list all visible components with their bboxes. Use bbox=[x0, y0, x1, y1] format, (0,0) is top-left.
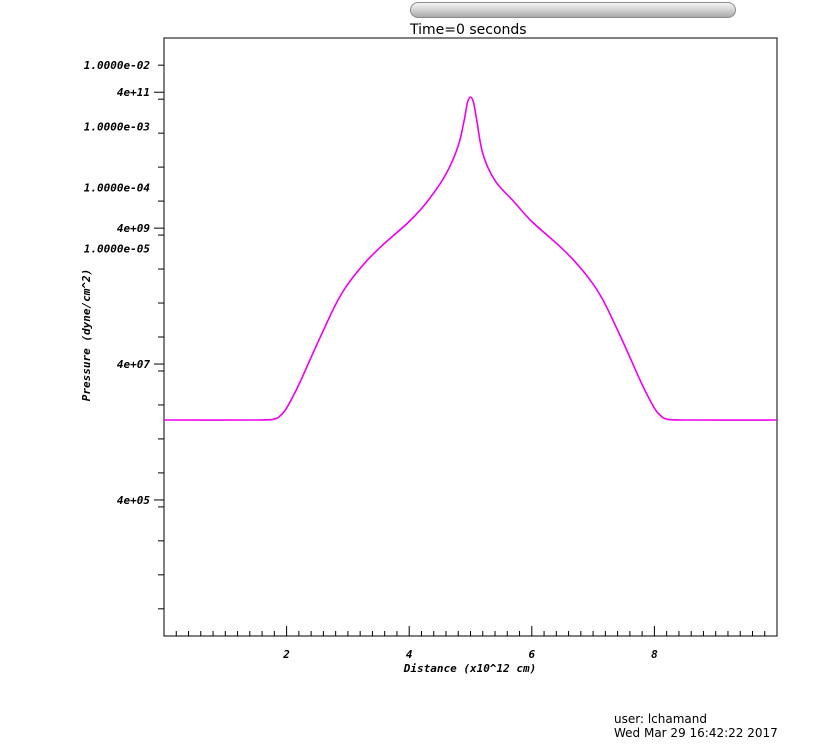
y-tick-label: 4e+11 bbox=[117, 86, 150, 99]
x-tick-labels: 2 4 6 8 bbox=[282, 648, 658, 661]
y-overlay-tick-label: 1.0000e-02 bbox=[84, 59, 151, 72]
x-tick-label: 6 bbox=[528, 648, 535, 661]
x-tick-label: 2 bbox=[282, 648, 290, 661]
plot-frame bbox=[163, 37, 778, 637]
time-label: Time=0 seconds bbox=[410, 22, 527, 38]
time-slider[interactable] bbox=[410, 2, 736, 18]
y-overlay-tick-label: 1.0000e-03 bbox=[84, 120, 151, 133]
x-axis-title: Distance (x10^12 cm) bbox=[403, 662, 536, 675]
footer-timestamp: Wed Mar 29 16:42:22 2017 bbox=[614, 726, 778, 740]
y-overlay-tick-label: 1.0000e-04 bbox=[84, 182, 151, 195]
y-tick-label: 4e+09 bbox=[117, 222, 150, 235]
x-tick-label: 4 bbox=[406, 648, 413, 661]
x-tick-label: 8 bbox=[651, 648, 658, 661]
x-ticks bbox=[175, 626, 766, 636]
footer-info: user: lchamand Wed Mar 29 16:42:22 2017 bbox=[614, 712, 778, 740]
y-overlay-tick-labels: 1.0000e-02 1.0000e-03 1.0000e-04 1.0000e-05 bbox=[84, 59, 151, 255]
footer-user: user: lchamand bbox=[614, 712, 707, 726]
y-minor-ticks bbox=[158, 64, 164, 610]
y-overlay-tick-label: 1.0000e-05 bbox=[84, 243, 151, 256]
pressure-series-line bbox=[163, 96, 778, 421]
y-tick-labels: 4e+05 4e+07 4e+09 4e+11 bbox=[117, 86, 150, 507]
y-tick-label: 4e+05 bbox=[117, 494, 150, 507]
y-axis-title: Pressure (dyne/cm^2) bbox=[80, 269, 93, 401]
y-tick-label: 4e+07 bbox=[117, 358, 150, 371]
y-major-ticks bbox=[154, 91, 164, 501]
